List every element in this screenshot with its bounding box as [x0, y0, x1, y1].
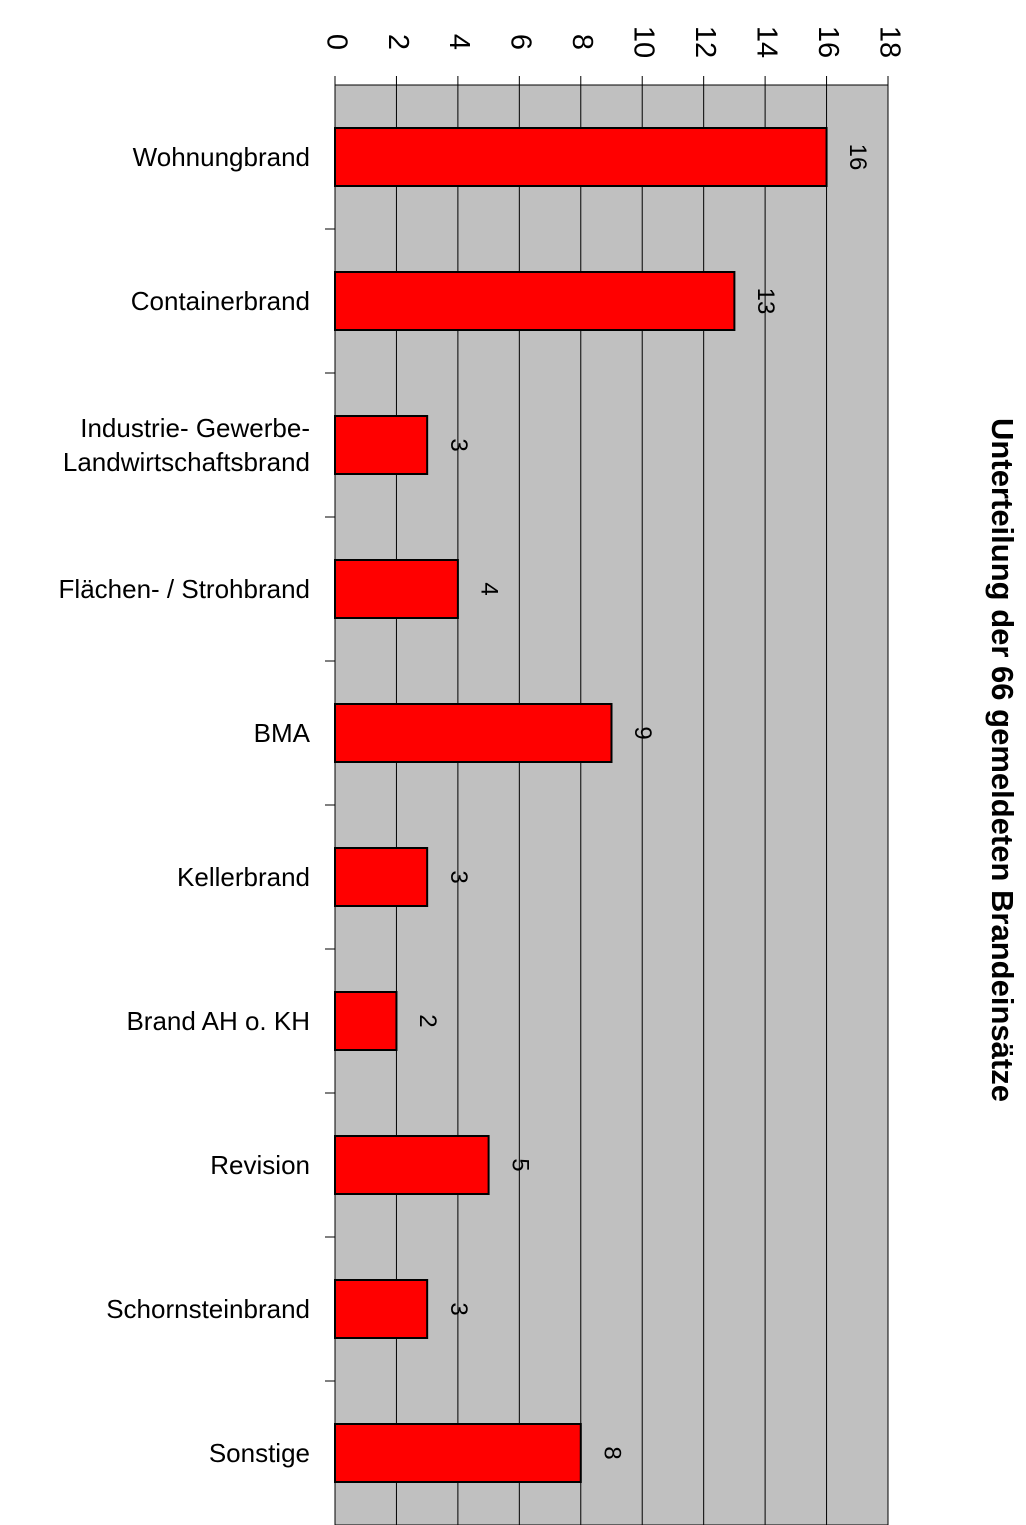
bar — [334, 127, 828, 187]
y-tick-label: Industrie- Gewerbe- Landwirtschaftsbrand — [62, 413, 310, 477]
y-tick-label: Revision — [210, 1150, 310, 1180]
x-tick-label: 0 — [320, 34, 352, 50]
value-label: 2 — [414, 1014, 441, 1027]
bar — [334, 1135, 490, 1195]
y-tick-label: Schornsteinbrand — [106, 1294, 310, 1324]
bar — [334, 271, 736, 331]
value-label: 3 — [445, 438, 472, 451]
y-tick-label: Sonstige — [208, 1438, 310, 1468]
x-tick-label: 14 — [750, 26, 782, 58]
value-label: 3 — [445, 1302, 472, 1315]
bar — [334, 415, 429, 475]
chart-title: Unterteilung der 66 gemeldeten Brandeins… — [985, 418, 1020, 1102]
y-tick-label: Kellerbrand — [177, 862, 310, 892]
bar — [334, 991, 398, 1051]
value-label: 3 — [445, 870, 472, 883]
x-tick-label: 16 — [812, 26, 844, 58]
x-tick-label: 10 — [628, 26, 660, 58]
x-tick-label: 2 — [382, 34, 414, 50]
y-tick-label: BMA — [253, 718, 310, 748]
value-label: 5 — [506, 1158, 533, 1171]
y-tick-label: Wohnungbrand — [132, 142, 310, 172]
y-tick-label: Containerbrand — [130, 286, 310, 316]
y-tick-label: Flächen- / Strohbrand — [58, 574, 310, 604]
x-tick-label: 6 — [505, 34, 537, 50]
value-label: 16 — [844, 144, 871, 171]
x-tick-label: 4 — [443, 34, 475, 50]
x-tick-label: 12 — [689, 26, 721, 58]
bar — [334, 1423, 582, 1483]
value-label: 8 — [598, 1446, 625, 1459]
value-label: 13 — [752, 288, 779, 315]
x-tick-label: 8 — [566, 34, 598, 50]
value-label: 4 — [476, 582, 503, 595]
x-tick-label: 18 — [873, 26, 905, 58]
bar — [334, 1279, 429, 1339]
bar — [334, 703, 613, 763]
bar — [334, 559, 459, 619]
value-label: 9 — [629, 726, 656, 739]
bar — [334, 847, 429, 907]
y-tick-label: Brand AH o. KH — [126, 1006, 310, 1036]
